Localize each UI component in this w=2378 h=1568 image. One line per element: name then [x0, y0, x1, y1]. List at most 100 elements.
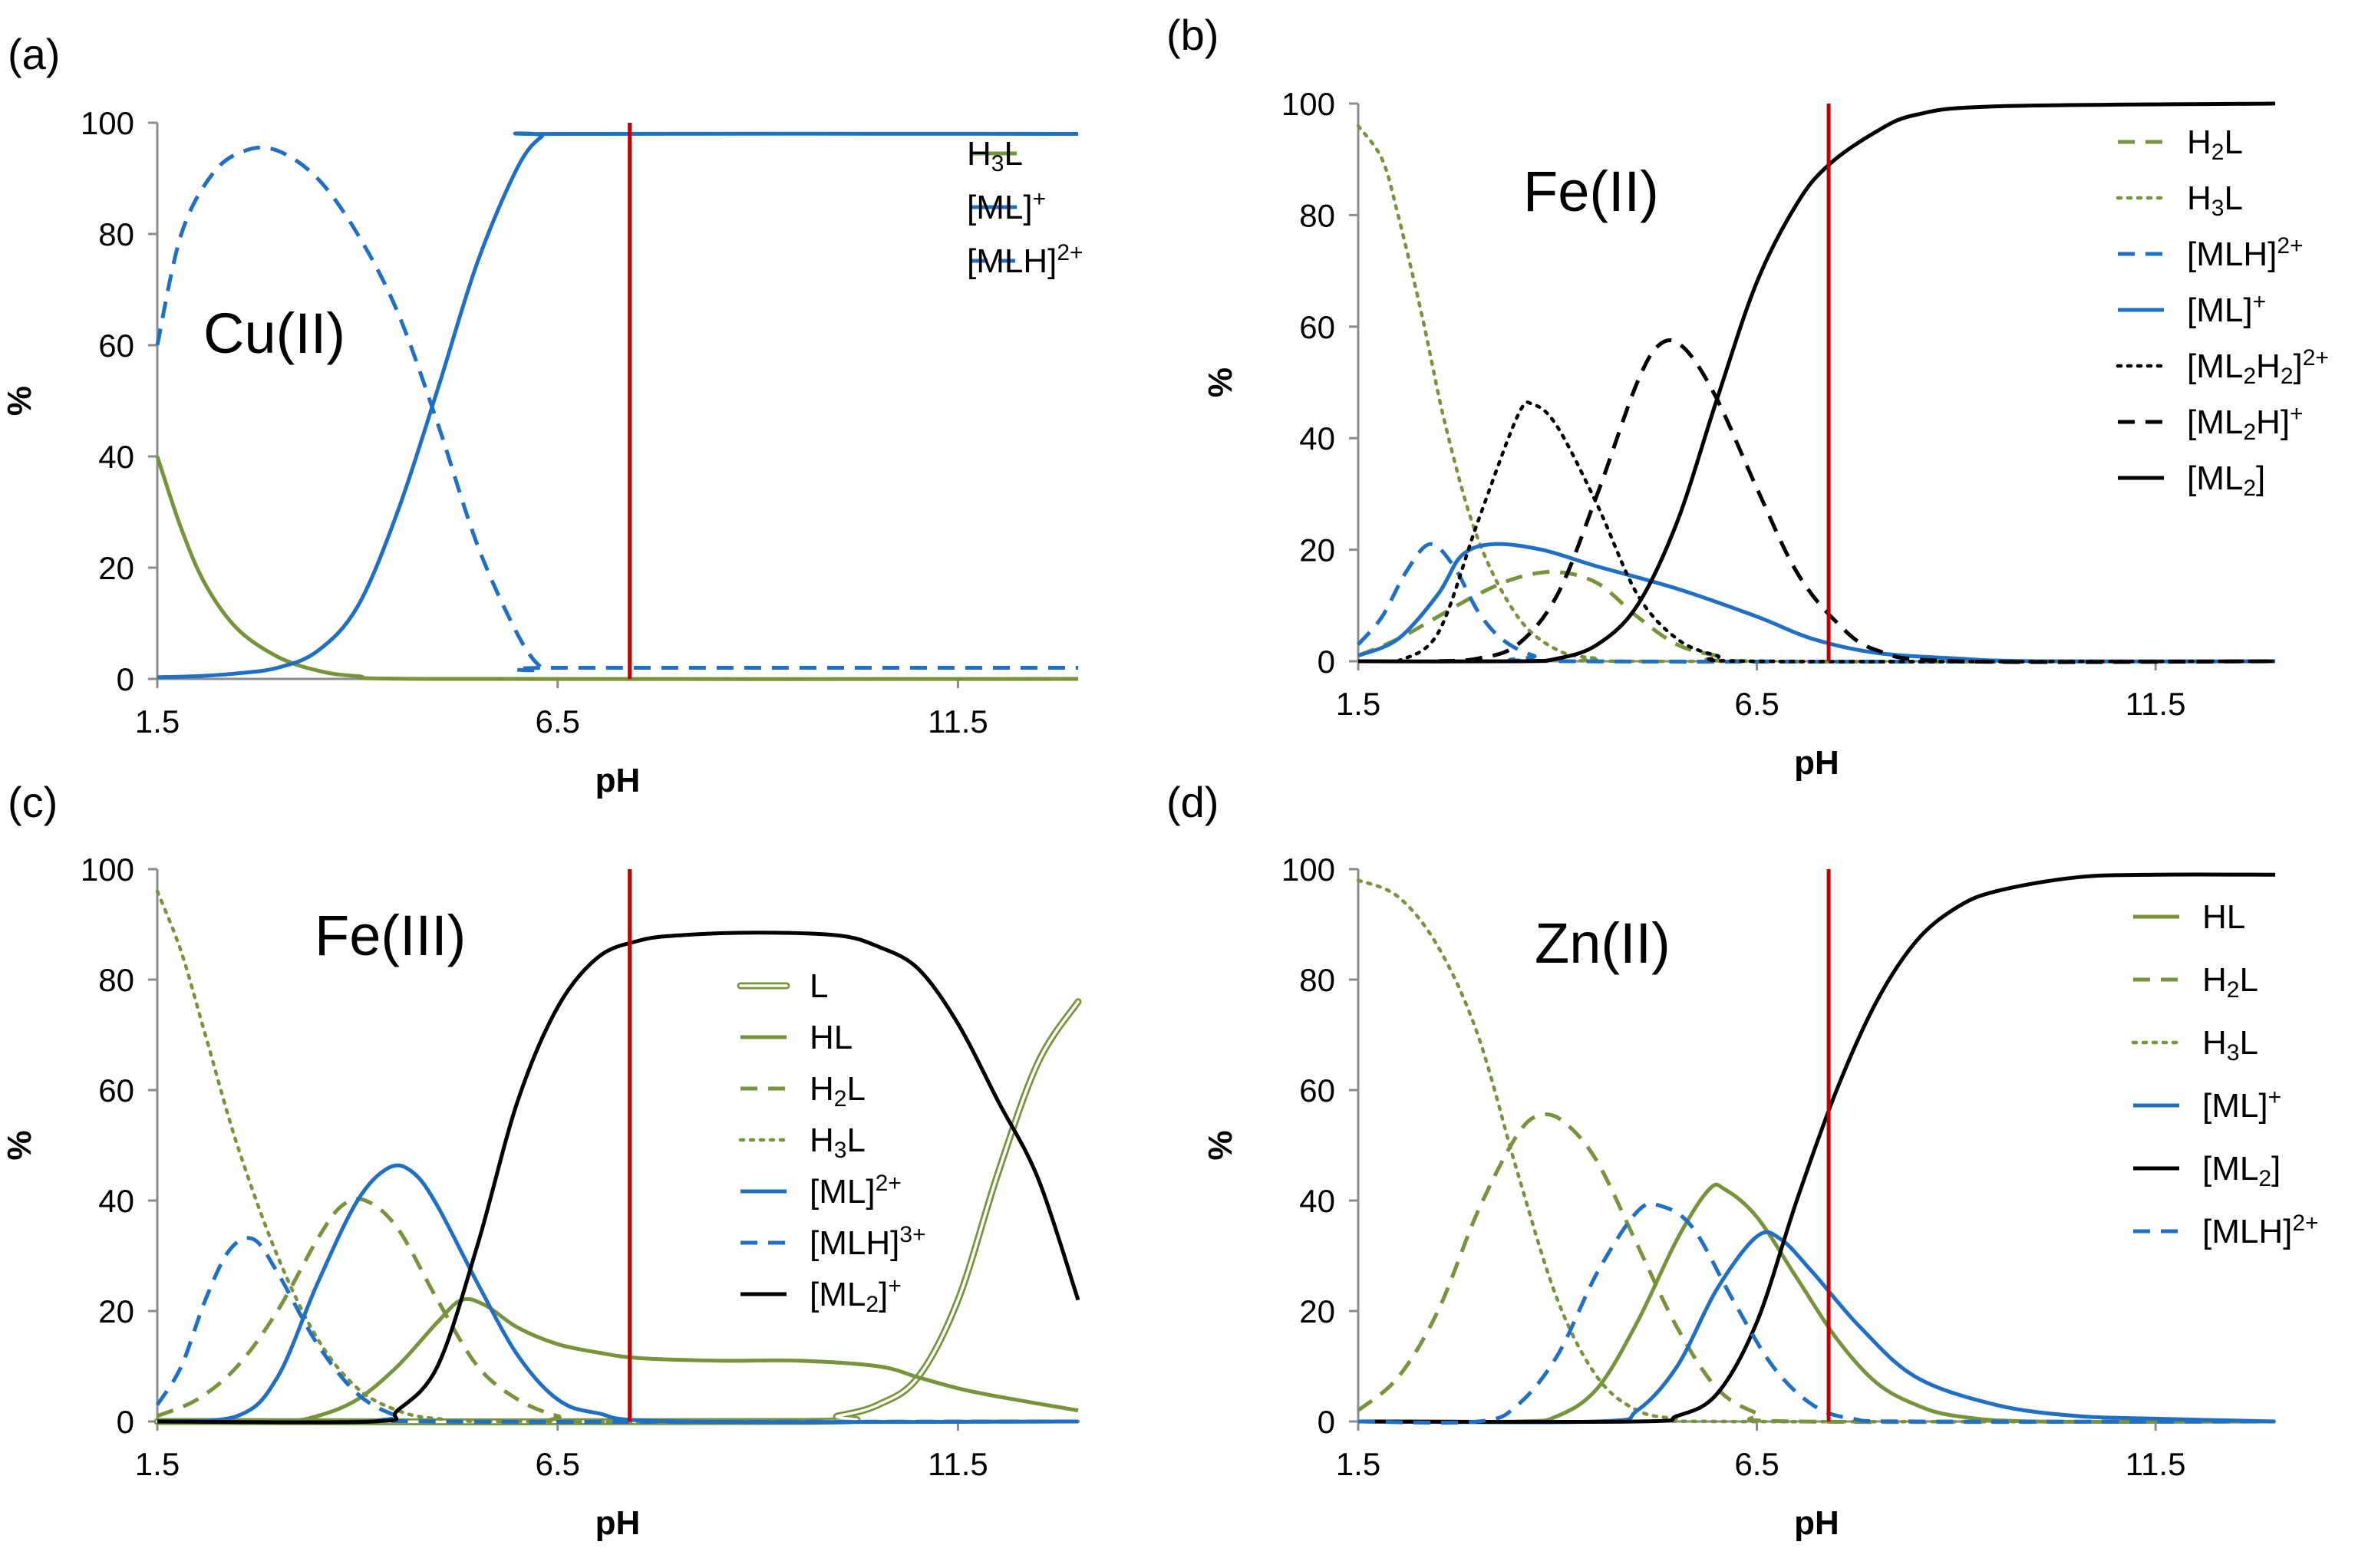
legend-item: H3L: [967, 135, 1023, 176]
legend-item: H2L: [2133, 961, 2258, 1003]
y-tick-label: 80: [1299, 962, 1335, 998]
legend-item: L: [737, 967, 828, 1005]
y-axis-title: %: [1202, 1130, 1239, 1160]
y-tick-label: 100: [81, 852, 134, 888]
legend-label: HL: [810, 1019, 853, 1056]
legend-item: HL: [740, 1019, 853, 1056]
x-tick-label: 1.5: [135, 703, 180, 740]
legend-item: HL: [2133, 898, 2245, 936]
legend-label: [MLH]2+: [967, 240, 1083, 281]
legend-item: H3L: [2131, 1024, 2258, 1066]
x-tick-label: 6.5: [536, 703, 580, 740]
legend-item: [ML]+: [967, 186, 1046, 227]
x-axis-title: pH: [1794, 744, 1839, 782]
series-line: [1357, 1230, 2276, 1425]
legend-item: [ML2]: [2118, 460, 2265, 501]
y-tick-label: 40: [1299, 420, 1335, 456]
legend-label: H3L: [2187, 180, 2243, 221]
chart-panel-2: (c) 0 20 40 60 80 100 1.5 6.5 11.5 pH% Fe(III) L HL H2…: [1, 778, 1082, 1542]
y-tick-label: 20: [1299, 1293, 1335, 1329]
legend-label: H2L: [2202, 961, 2258, 1003]
legend-label: H3L: [967, 135, 1023, 176]
legend-item: [MLH]2+: [967, 240, 1083, 281]
legend-label: [ML]2+: [810, 1171, 902, 1211]
y-tick-label: 80: [98, 962, 134, 998]
series-line: [157, 1296, 1079, 1425]
series-line: [1357, 569, 2276, 664]
legend-label: [MLH]3+: [810, 1222, 926, 1263]
y-tick-label: 40: [98, 439, 134, 475]
y-axis-title: %: [1202, 367, 1239, 397]
series-line: [155, 889, 1080, 1424]
y-tick-label: 100: [1281, 86, 1335, 122]
series-line: [155, 456, 1079, 681]
metal-label: Cu(II): [203, 301, 345, 365]
x-tick-label: 11.5: [928, 1446, 988, 1482]
y-axis-title: %: [1, 1130, 38, 1160]
panel-label: (b): [1166, 11, 1219, 59]
series-line: [1357, 1112, 2276, 1425]
y-tick-label: 0: [1318, 644, 1335, 680]
x-tick-label: 1.5: [135, 1446, 180, 1482]
series-line: [1396, 400, 2277, 664]
legend-item: [ML]2+: [740, 1171, 902, 1211]
y-tick-label: 60: [98, 328, 134, 364]
y-tick-label: 80: [1299, 197, 1335, 233]
legend-label: [ML]+: [2202, 1085, 2281, 1125]
legend-label: [ML2]: [2202, 1150, 2281, 1191]
legend-label: [MLH]2+: [2187, 233, 2304, 274]
x-tick-label: 11.5: [2126, 686, 2186, 722]
y-tick-label: 20: [98, 550, 134, 586]
series-line: [157, 1197, 1079, 1425]
series-line: [1357, 101, 2276, 664]
y-tick-label: 40: [98, 1183, 134, 1219]
y-tick-label: 80: [98, 216, 134, 252]
chart-panel-0: (a) 0 20 40 60 80 100 1.5 6.5 11.5 pH% Cu(II) H3L [ML…: [1, 30, 1083, 799]
series-line: [155, 145, 1078, 673]
y-tick-label: 60: [1299, 309, 1335, 345]
chart-panel-1: (b) 0 20 40 60 80 100 1.5 6.5 11.5 pH% Fe(II) H2L H3L…: [1166, 11, 2329, 782]
series-line: [1357, 542, 2276, 664]
legend-label: H2L: [2187, 124, 2243, 165]
y-tick-label: 0: [1318, 1404, 1335, 1440]
y-tick-label: 60: [1299, 1072, 1335, 1108]
series-line: [1357, 872, 2276, 1425]
x-tick-label: 11.5: [2126, 1446, 2186, 1482]
legend-item: H3L: [2116, 180, 2243, 221]
legend-label: H2L: [810, 1070, 866, 1112]
legend-label: L: [810, 967, 828, 1005]
legend-label: [ML2]+: [810, 1273, 902, 1317]
legend-item: [ML]+: [2118, 289, 2266, 330]
legend-label: [ML]+: [2187, 289, 2266, 330]
legend-item: [MLH]2+: [2118, 233, 2304, 274]
legend-item: H3L: [738, 1122, 866, 1163]
y-tick-label: 20: [1299, 532, 1335, 568]
x-tick-label: 1.5: [1336, 686, 1380, 722]
x-tick-label: 6.5: [536, 1446, 580, 1482]
x-tick-label: 11.5: [928, 703, 988, 740]
panel-label: (d): [1166, 778, 1219, 826]
metal-label: Zn(II): [1535, 911, 1671, 975]
series-line: [157, 931, 1080, 1425]
series-line: [1357, 1201, 2276, 1425]
series-line: [1437, 338, 2276, 664]
series-line: [1357, 1182, 2276, 1425]
panel-label: (a): [8, 30, 60, 78]
legend-item: H2L: [2118, 124, 2243, 165]
legend-label: [ML2H]+: [2187, 401, 2304, 445]
chart-panel-3: (d) 0 20 40 60 80 100 1.5 6.5 11.5 pH% Zn(II) HL H2L H…: [1166, 778, 2319, 1542]
panel-label: (c): [8, 778, 58, 826]
metal-label: Fe(III): [315, 904, 466, 967]
y-tick-label: 100: [1281, 852, 1335, 888]
legend-item: [ML2]+: [740, 1273, 902, 1317]
x-tick-label: 6.5: [1734, 1446, 1779, 1482]
legend-label: [MLH]2+: [2202, 1211, 2319, 1251]
legend-item: [MLH]2+: [2133, 1211, 2319, 1251]
series-line: [157, 131, 1079, 680]
legend-item: [ML2H]+: [2118, 401, 2304, 445]
y-tick-label: 20: [98, 1293, 134, 1329]
y-tick-label: 60: [98, 1072, 134, 1108]
legend-item: [MLH]3+: [740, 1222, 926, 1263]
y-tick-label: 100: [81, 105, 134, 141]
x-axis-title: pH: [595, 1504, 641, 1542]
